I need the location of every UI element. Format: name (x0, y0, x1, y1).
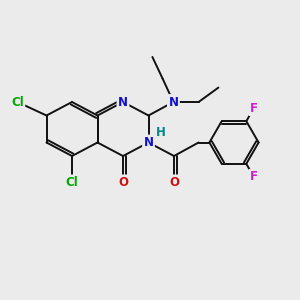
Text: Cl: Cl (66, 176, 78, 189)
Text: F: F (250, 102, 258, 115)
Text: N: N (118, 95, 128, 109)
Text: N: N (168, 95, 178, 109)
Text: F: F (250, 170, 258, 183)
Text: H: H (156, 125, 165, 139)
Text: O: O (118, 176, 128, 189)
Text: Cl: Cl (11, 95, 24, 109)
Text: N: N (143, 136, 154, 149)
Text: O: O (169, 176, 179, 189)
